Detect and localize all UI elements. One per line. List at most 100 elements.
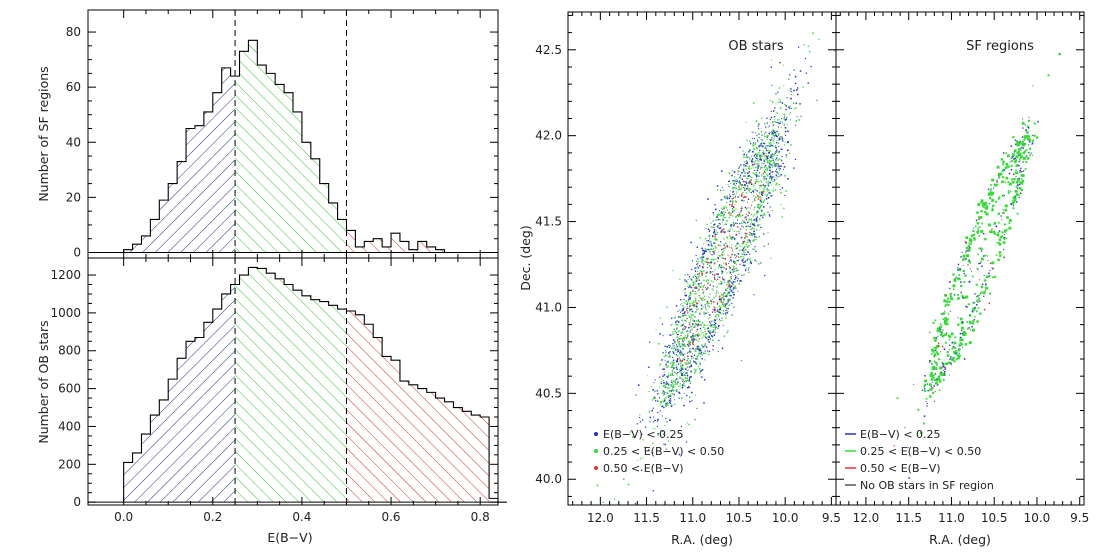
scatter-point bbox=[724, 313, 727, 316]
scatter-point bbox=[1019, 171, 1021, 173]
scatter-point bbox=[1023, 150, 1026, 153]
scatter-point bbox=[701, 273, 703, 275]
scatter-point bbox=[758, 175, 760, 178]
scatter-point bbox=[742, 256, 744, 258]
scatter-point bbox=[695, 255, 697, 257]
scatter-point bbox=[665, 365, 667, 367]
scatter-point bbox=[689, 284, 691, 287]
scatter-point bbox=[1003, 249, 1005, 251]
scatter-point bbox=[759, 149, 761, 152]
scatter-point bbox=[707, 318, 709, 320]
scatter-point bbox=[763, 176, 765, 178]
scatter-point bbox=[749, 191, 751, 193]
scatter-point bbox=[761, 145, 764, 147]
scatter-point bbox=[966, 254, 969, 258]
scatter-point bbox=[755, 217, 758, 220]
scatter-point bbox=[692, 285, 694, 287]
scatter-point bbox=[688, 363, 690, 365]
scatter-point bbox=[727, 298, 729, 301]
scatter-point bbox=[732, 270, 735, 273]
scatter-point bbox=[737, 170, 739, 172]
scatter-point bbox=[696, 328, 699, 331]
scatter-point bbox=[713, 253, 715, 255]
scatter-point bbox=[932, 365, 936, 369]
scatter-point bbox=[786, 149, 789, 152]
scatter-point bbox=[954, 346, 957, 349]
scatter-point bbox=[749, 257, 751, 259]
scatter-point bbox=[759, 172, 761, 174]
scatter-point bbox=[740, 215, 742, 217]
scatter-point bbox=[676, 374, 678, 376]
legend-sf-regions: E(B−V) < 0.25 0.25 < E(B−V) < 0.50 0.50 … bbox=[845, 428, 994, 492]
scatter-point bbox=[770, 59, 772, 61]
scatter-point bbox=[784, 130, 787, 133]
scatter-point bbox=[779, 168, 781, 170]
histogram-bin bbox=[257, 65, 267, 253]
scatter-point bbox=[708, 302, 710, 305]
scatter-point bbox=[657, 411, 659, 414]
scatter-point bbox=[770, 154, 773, 157]
scatter-point bbox=[963, 358, 966, 360]
scatter-point bbox=[778, 151, 780, 153]
scatter-point bbox=[754, 259, 756, 261]
scatter-point bbox=[707, 198, 709, 200]
scatter-point bbox=[673, 380, 675, 382]
scatter-point bbox=[702, 253, 704, 256]
scatter-point bbox=[730, 223, 732, 226]
scatter-point bbox=[989, 275, 991, 277]
scatter-point bbox=[1015, 185, 1018, 188]
scatter-point bbox=[732, 260, 735, 263]
scatter-point bbox=[728, 291, 731, 294]
scatter-point bbox=[731, 244, 733, 246]
scatter-point bbox=[776, 111, 778, 113]
scatter-point bbox=[699, 371, 702, 374]
scatter-point bbox=[700, 370, 702, 372]
scatter-point bbox=[781, 139, 784, 141]
histogram-bin bbox=[230, 284, 236, 503]
histogram-bin bbox=[284, 284, 293, 503]
scatter-point bbox=[667, 365, 669, 367]
scatter-point bbox=[758, 207, 760, 210]
scatter-point bbox=[720, 231, 722, 234]
scatter-point bbox=[747, 178, 749, 180]
scatter-point bbox=[720, 211, 723, 213]
scatter-point bbox=[722, 212, 724, 214]
scatter-point bbox=[743, 257, 745, 259]
scatter-point bbox=[676, 327, 678, 329]
scatter-point bbox=[681, 377, 683, 379]
scatter-point bbox=[697, 262, 699, 264]
scatter-point bbox=[754, 188, 757, 191]
scatter-point bbox=[966, 321, 969, 323]
scatter-point bbox=[759, 204, 761, 206]
scatter-point bbox=[737, 259, 739, 262]
scatter-point bbox=[691, 400, 693, 402]
scatter-point bbox=[942, 363, 945, 366]
scatter-point bbox=[769, 139, 771, 141]
scatter-point bbox=[730, 237, 733, 239]
scatter-point bbox=[706, 287, 709, 289]
scatter-point bbox=[728, 211, 730, 214]
scatter-point bbox=[743, 242, 745, 244]
scatter-point bbox=[707, 258, 709, 260]
scatter-point bbox=[1014, 157, 1016, 160]
scatter-point bbox=[719, 227, 722, 229]
scatter-point bbox=[721, 208, 724, 210]
scatter-point bbox=[683, 382, 685, 384]
scatter-point bbox=[676, 368, 678, 370]
scatter-point bbox=[683, 319, 686, 321]
scatter-point bbox=[665, 351, 667, 353]
scatter-point bbox=[991, 267, 993, 269]
scatter-point bbox=[770, 110, 772, 113]
scatter-point bbox=[689, 293, 692, 295]
scatter-point bbox=[760, 145, 762, 147]
scatter-point bbox=[744, 189, 746, 191]
scatter-point bbox=[691, 305, 693, 307]
legend-label-sf-1: 0.25 < E(B−V) < 0.50 bbox=[860, 445, 981, 458]
scatter-point bbox=[666, 361, 668, 363]
scatter-point bbox=[727, 198, 729, 200]
scatter-point bbox=[763, 158, 765, 160]
scatter-point bbox=[736, 256, 738, 258]
scatter-point bbox=[695, 275, 697, 278]
scatter-point bbox=[684, 295, 686, 297]
scatter-point bbox=[637, 384, 640, 386]
